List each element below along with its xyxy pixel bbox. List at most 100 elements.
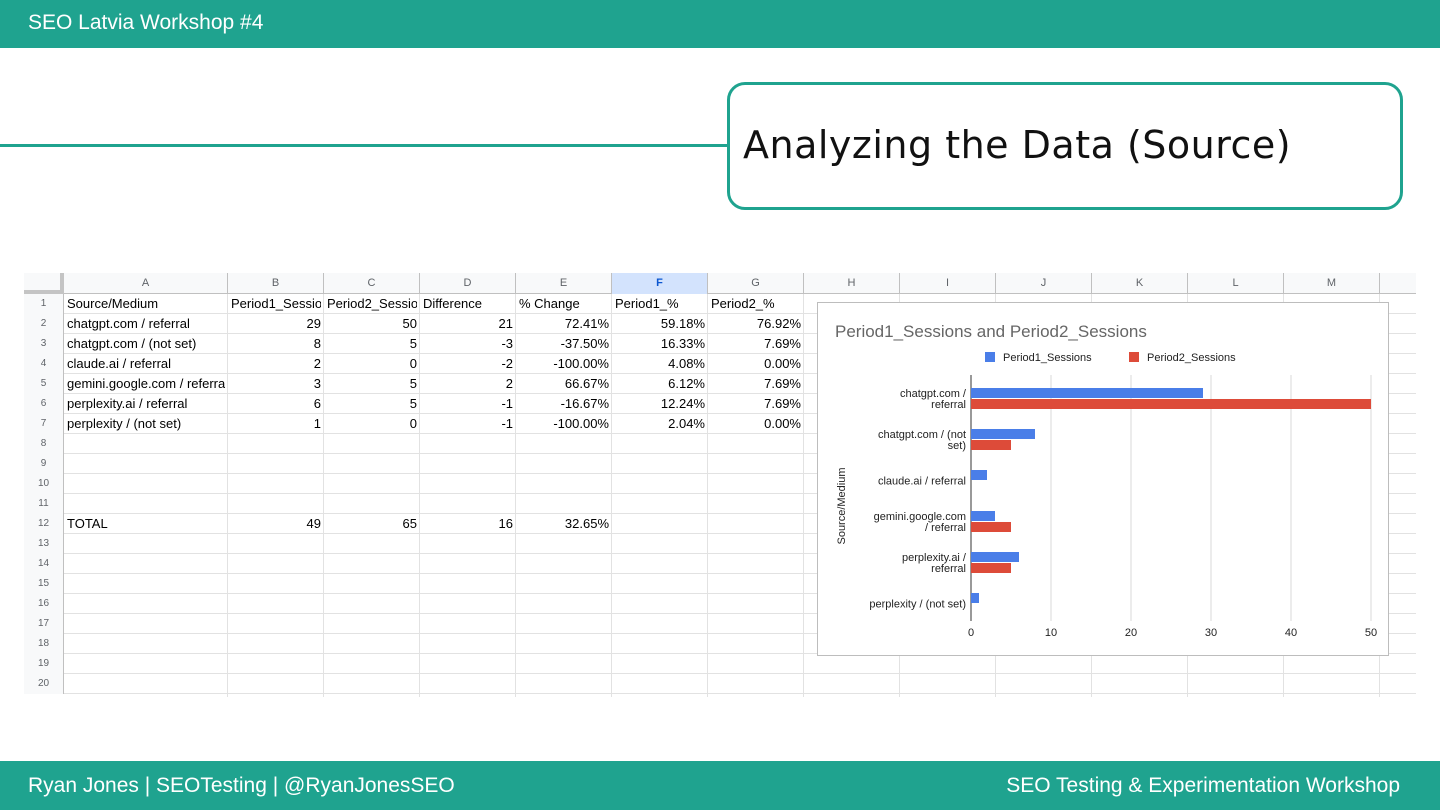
cell-a12[interactable]: TOTAL xyxy=(67,516,108,531)
cell-f5[interactable]: 6.12% xyxy=(668,376,705,391)
row-header[interactable]: 3 xyxy=(24,334,64,354)
cell-f2[interactable]: 59.18% xyxy=(660,316,705,331)
sheet-row xyxy=(64,294,1416,314)
column-header-c[interactable]: C xyxy=(324,273,420,294)
cell-c12[interactable]: 65 xyxy=(402,516,417,531)
row-header[interactable]: 6 xyxy=(24,394,64,414)
legend-label-2: Period2_Sessions xyxy=(1147,352,1236,364)
row-header[interactable]: 9 xyxy=(24,454,64,474)
cell-c4[interactable]: 0 xyxy=(409,356,417,371)
bar-1-6 xyxy=(971,593,979,603)
row-header[interactable]: 1 xyxy=(24,294,64,314)
row-header[interactable]: 7 xyxy=(24,414,64,434)
cell-f4[interactable]: 4.08% xyxy=(668,356,705,371)
cell-c1[interactable]: Period2_Sessior xyxy=(327,296,417,311)
cell-d2[interactable]: 21 xyxy=(498,316,513,331)
cell-c7[interactable]: 0 xyxy=(409,416,417,431)
row-header[interactable]: 17 xyxy=(24,614,64,634)
cell-a6[interactable]: perplexity.ai / referral xyxy=(67,396,188,411)
row-header[interactable]: 11 xyxy=(24,494,64,514)
row-header[interactable]: 13 xyxy=(24,534,64,554)
cell-b12[interactable]: 49 xyxy=(306,516,321,531)
cell-d6[interactable]: -1 xyxy=(501,396,513,411)
cell-e1[interactable]: % Change xyxy=(519,296,580,311)
cell-a4[interactable]: claude.ai / referral xyxy=(67,356,172,371)
row-header[interactable]: 18 xyxy=(24,634,64,654)
row-header[interactable]: 5 xyxy=(24,374,64,394)
cell-a5[interactable]: gemini.google.com / referral xyxy=(67,376,225,391)
cell-a3[interactable]: chatgpt.com / (not set) xyxy=(67,336,197,351)
bar-1-1 xyxy=(971,388,1203,398)
sheet-row xyxy=(64,494,1416,514)
cell-g2[interactable]: 76.92% xyxy=(756,316,801,331)
select-all-corner[interactable] xyxy=(24,273,64,294)
cell-g5[interactable]: 7.69% xyxy=(764,376,801,391)
column-header-h[interactable]: H xyxy=(804,273,900,294)
cell-e5[interactable]: 66.67% xyxy=(564,376,609,391)
cell-c6[interactable]: 5 xyxy=(409,396,417,411)
cell-d12[interactable]: 16 xyxy=(498,516,513,531)
column-header-e[interactable]: E xyxy=(516,273,612,294)
column-gridline xyxy=(323,294,324,697)
cell-e7[interactable]: -100.00% xyxy=(553,416,609,431)
cell-b1[interactable]: Period1_Sessior xyxy=(231,296,321,311)
column-header-d[interactable]: D xyxy=(420,273,516,294)
row-header[interactable]: 4 xyxy=(24,354,64,374)
row-header[interactable]: 20 xyxy=(24,674,64,694)
cell-b7[interactable]: 1 xyxy=(313,416,321,431)
row-header[interactable]: 19 xyxy=(24,654,64,674)
cell-g1[interactable]: Period2_% xyxy=(711,296,775,311)
bar-chart[interactable]: Period1_Sessions and Period2_Sessions Per… xyxy=(817,302,1389,656)
cell-d1[interactable]: Difference xyxy=(423,296,483,311)
y-category-label: perplexity.ai / xyxy=(902,552,967,564)
cell-g4[interactable]: 0.00% xyxy=(764,356,801,371)
cell-b6[interactable]: 6 xyxy=(313,396,321,411)
cell-f7[interactable]: 2.04% xyxy=(668,416,705,431)
cell-d4[interactable]: -2 xyxy=(501,356,513,371)
row-header[interactable]: 8 xyxy=(24,434,64,454)
cell-f1[interactable]: Period1_% xyxy=(615,296,679,311)
column-header-l[interactable]: L xyxy=(1188,273,1284,294)
cell-f3[interactable]: 16.33% xyxy=(660,336,705,351)
row-header[interactable]: 15 xyxy=(24,574,64,594)
cell-b5[interactable]: 3 xyxy=(313,376,321,391)
column-header-f[interactable]: F xyxy=(612,273,708,294)
cell-g3[interactable]: 7.69% xyxy=(764,336,801,351)
row-header[interactable]: 2 xyxy=(24,314,64,334)
cell-d7[interactable]: -1 xyxy=(501,416,513,431)
cell-b4[interactable]: 2 xyxy=(313,356,321,371)
cell-b3[interactable]: 8 xyxy=(313,336,321,351)
cell-a2[interactable]: chatgpt.com / referral xyxy=(67,316,190,331)
cell-a1[interactable]: Source/Medium xyxy=(67,296,159,311)
row-header[interactable]: 14 xyxy=(24,554,64,574)
cell-g6[interactable]: 7.69% xyxy=(764,396,801,411)
cell-c3[interactable]: 5 xyxy=(409,336,417,351)
cell-e6[interactable]: -16.67% xyxy=(560,396,609,411)
cell-d5[interactable]: 2 xyxy=(505,376,513,391)
column-gridline xyxy=(611,294,612,697)
cell-a7[interactable]: perplexity / (not set) xyxy=(67,416,182,431)
x-tick-label: 40 xyxy=(1285,627,1297,639)
bar-2-4 xyxy=(971,522,1011,532)
cell-e4[interactable]: -100.00% xyxy=(553,356,609,371)
cell-e3[interactable]: -37.50% xyxy=(560,336,609,351)
cell-g7[interactable]: 0.00% xyxy=(764,416,801,431)
cell-c2[interactable]: 50 xyxy=(402,316,417,331)
spreadsheet: A B C D E F G H I J K L M 1 2 3 4 5 6 7 8 9 10 11 12 13 14 15 16 17 18… xyxy=(24,273,1416,697)
cell-e2[interactable]: 72.41% xyxy=(564,316,609,331)
column-header-m[interactable]: M xyxy=(1284,273,1380,294)
column-header-i[interactable]: I xyxy=(900,273,996,294)
row-header[interactable]: 16 xyxy=(24,594,64,614)
cell-f6[interactable]: 12.24% xyxy=(660,396,705,411)
column-header-a[interactable]: A xyxy=(64,273,228,294)
column-header-k[interactable]: K xyxy=(1092,273,1188,294)
row-header[interactable]: 12 xyxy=(24,514,64,534)
column-header-j[interactable]: J xyxy=(996,273,1092,294)
cell-b2[interactable]: 29 xyxy=(306,316,321,331)
cell-e12[interactable]: 32.65% xyxy=(564,516,609,531)
cell-d3[interactable]: -3 xyxy=(501,336,513,351)
column-header-b[interactable]: B xyxy=(228,273,324,294)
column-header-g[interactable]: G xyxy=(708,273,804,294)
row-header[interactable]: 10 xyxy=(24,474,64,494)
cell-c5[interactable]: 5 xyxy=(409,376,417,391)
